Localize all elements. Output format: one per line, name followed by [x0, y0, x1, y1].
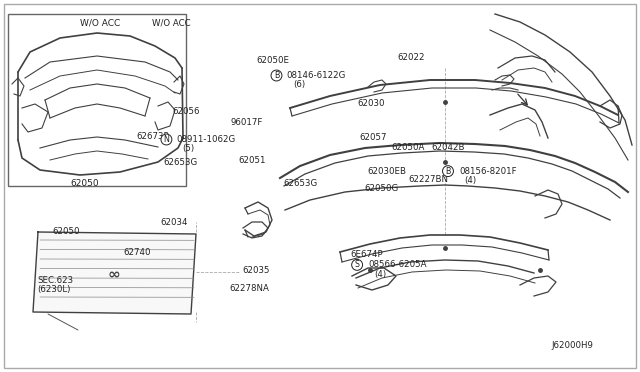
Text: (5): (5) [182, 144, 195, 153]
Text: 62042B: 62042B [431, 143, 465, 152]
Text: (6230L): (6230L) [37, 285, 70, 294]
Text: (6): (6) [293, 80, 305, 89]
Text: 96017F: 96017F [230, 118, 263, 127]
Text: 62034: 62034 [160, 218, 188, 227]
Bar [8, 14, 186, 186]
Text: 62030EB: 62030EB [367, 167, 406, 176]
Text: 62050E: 62050E [256, 56, 289, 65]
Text: 62673P: 62673P [136, 132, 169, 141]
Text: 62740: 62740 [123, 248, 150, 257]
Text: 62227BN: 62227BN [408, 175, 448, 184]
Text: N: N [163, 135, 170, 144]
Text: 62653G: 62653G [164, 158, 198, 167]
Text: 62022: 62022 [397, 53, 425, 62]
Text: 08146-6122G: 08146-6122G [287, 71, 346, 80]
Text: 62051: 62051 [238, 156, 266, 165]
Text: 62278NA: 62278NA [229, 284, 269, 293]
Text: 62050: 62050 [70, 179, 99, 187]
Text: SEC.623: SEC.623 [37, 276, 73, 285]
Text: ∞: ∞ [108, 266, 120, 282]
Text: (4): (4) [465, 176, 477, 185]
Text: 62030: 62030 [357, 99, 385, 108]
Text: 08911-1062G: 08911-1062G [177, 135, 236, 144]
Text: 08566-6205A: 08566-6205A [369, 260, 427, 269]
Text: 6E674P: 6E674P [351, 250, 383, 259]
Text: B: B [445, 167, 451, 176]
Text: 62056: 62056 [173, 107, 200, 116]
Text: 62653G: 62653G [283, 179, 317, 187]
Polygon shape [33, 232, 196, 314]
Text: S: S [355, 260, 360, 269]
Text: (4): (4) [374, 270, 387, 279]
Text: 08156-8201F: 08156-8201F [460, 167, 517, 176]
Text: W/O ACC: W/O ACC [80, 19, 120, 28]
Text: W/O ACC: W/O ACC [152, 19, 191, 28]
Text: J62000H9: J62000H9 [552, 341, 593, 350]
Text: 62050: 62050 [52, 227, 80, 236]
Text: 62050G: 62050G [365, 184, 399, 193]
Text: 62050A: 62050A [392, 143, 425, 152]
Text: 62035: 62035 [242, 266, 269, 275]
Text: B: B [274, 71, 279, 80]
Text: 62057: 62057 [360, 133, 387, 142]
